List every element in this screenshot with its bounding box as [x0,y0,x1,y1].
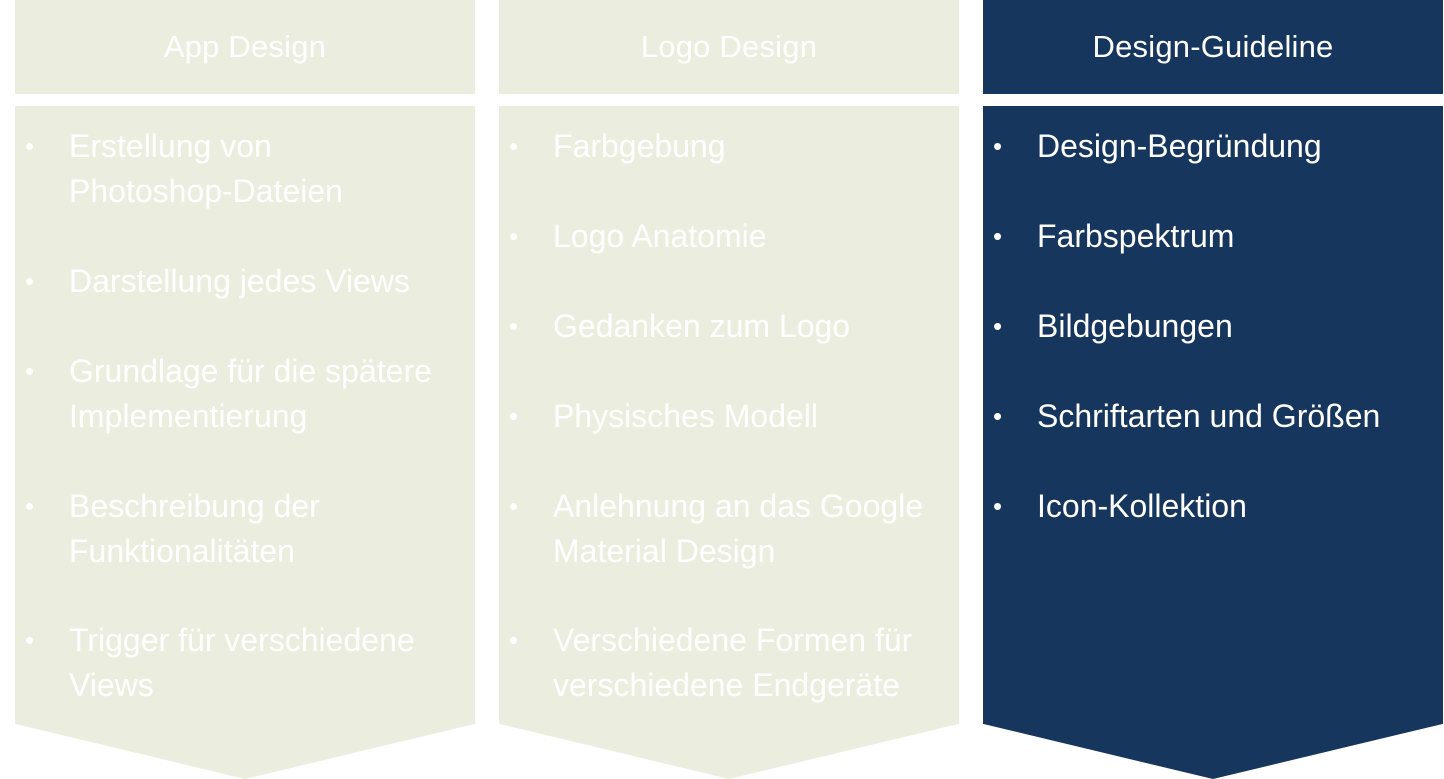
bullet-icon: • [993,221,1003,251]
bullet-icon: • [509,311,519,341]
bullet-icon: • [993,131,1003,161]
bullet-icon: • [509,401,519,431]
column-header-logo-design: Logo Design [499,0,959,94]
bullet-icon: • [25,131,35,161]
column-header-app-design: App Design [15,0,475,94]
column-body-app-design: • Erstellung von Photoshop-Dateien • Darst… [15,106,475,779]
bullet-icon: • [25,266,35,296]
bullet-icon: • [25,625,35,655]
bullet-icon: • [993,311,1003,341]
column-body-logo-design: • Farbgebung • Logo Anatomie • Gedanken zum… [499,106,959,779]
column-body-design-guideline: • Design-Begründung • Farbspektrum • Bildge… [983,106,1443,779]
bullet-icon: • [509,491,519,521]
bullet-icon: • [509,221,519,251]
bullet-icon: • [993,491,1003,521]
bullet-icon: • [25,491,35,521]
column-header-design-guideline: Design-Guideline [983,0,1443,94]
bullet-icon: • [25,356,35,386]
bullet-icon: • [509,625,519,655]
bullet-icon: • [993,401,1003,431]
bullet-icon: • [509,131,519,161]
